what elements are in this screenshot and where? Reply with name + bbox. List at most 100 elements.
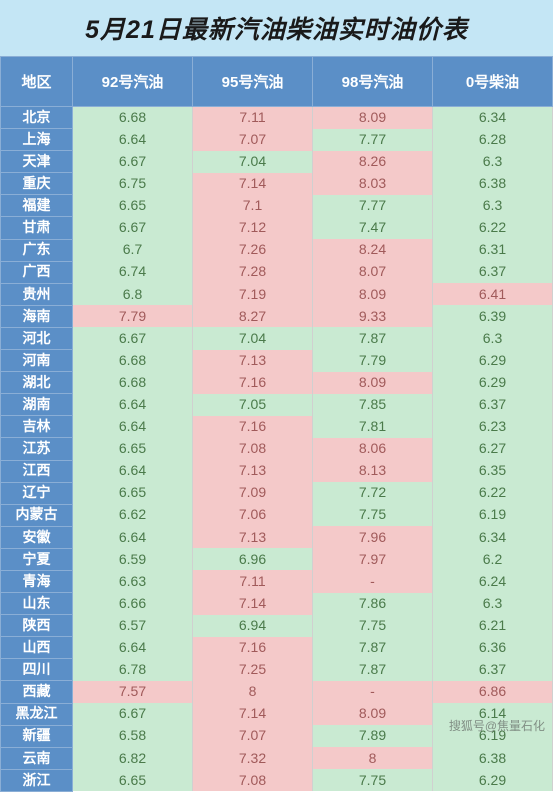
price-cell: 6.8 xyxy=(73,283,193,305)
col-header-1: 92号汽油 xyxy=(73,57,193,107)
price-cell: 6.14 xyxy=(433,703,553,725)
table-row: 北京6.687.118.096.34 xyxy=(1,107,553,129)
table-row: 陕西6.576.947.756.21 xyxy=(1,615,553,637)
table-row: 吉林6.647.167.816.23 xyxy=(1,416,553,438)
price-cell: 7.57 xyxy=(73,681,193,703)
table-row: 山西6.647.167.876.36 xyxy=(1,637,553,659)
price-cell: 7.75 xyxy=(313,769,433,791)
region-cell: 广西 xyxy=(1,261,73,283)
price-cell: 6.63 xyxy=(73,570,193,592)
region-cell: 广东 xyxy=(1,239,73,261)
region-cell: 贵州 xyxy=(1,283,73,305)
region-cell: 江西 xyxy=(1,460,73,482)
region-cell: 安徽 xyxy=(1,526,73,548)
price-cell: 7.11 xyxy=(193,107,313,129)
price-cell: 7.13 xyxy=(193,350,313,372)
price-cell: 7.72 xyxy=(313,482,433,504)
table-row: 河南6.687.137.796.29 xyxy=(1,350,553,372)
price-cell: 7.04 xyxy=(193,327,313,349)
price-cell: 6.74 xyxy=(73,261,193,283)
price-cell: 7.14 xyxy=(193,173,313,195)
table-row: 福建6.657.17.776.3 xyxy=(1,195,553,217)
price-cell: 7.11 xyxy=(193,570,313,592)
table-row: 河北6.677.047.876.3 xyxy=(1,327,553,349)
table-row: 浙江6.657.087.756.29 xyxy=(1,769,553,791)
region-cell: 湖北 xyxy=(1,372,73,394)
price-cell: 7.79 xyxy=(73,305,193,327)
price-cell: 7.96 xyxy=(313,526,433,548)
table-row: 西藏7.578-6.86 xyxy=(1,681,553,703)
price-cell: 6.68 xyxy=(73,372,193,394)
price-cell: 6.39 xyxy=(433,305,553,327)
region-cell: 四川 xyxy=(1,659,73,681)
region-cell: 海南 xyxy=(1,305,73,327)
table-row: 黑龙江6.677.148.096.14 xyxy=(1,703,553,725)
price-cell: 6.29 xyxy=(433,350,553,372)
price-cell: 6.37 xyxy=(433,394,553,416)
price-cell: 7.14 xyxy=(193,593,313,615)
price-cell: 8.06 xyxy=(313,438,433,460)
region-cell: 浙江 xyxy=(1,769,73,791)
price-cell: 6.34 xyxy=(433,526,553,548)
price-cell: 6.27 xyxy=(433,438,553,460)
col-header-2: 95号汽油 xyxy=(193,57,313,107)
price-cell: 7.19 xyxy=(193,283,313,305)
col-header-3: 98号汽油 xyxy=(313,57,433,107)
region-cell: 黑龙江 xyxy=(1,703,73,725)
price-cell: 6.24 xyxy=(433,570,553,592)
region-cell: 北京 xyxy=(1,107,73,129)
price-cell: 7.75 xyxy=(313,504,433,526)
region-cell: 青海 xyxy=(1,570,73,592)
price-cell: 7.12 xyxy=(193,217,313,239)
price-cell: 7.13 xyxy=(193,526,313,548)
region-cell: 陕西 xyxy=(1,615,73,637)
price-cell: 7.32 xyxy=(193,747,313,769)
price-cell: 7.77 xyxy=(313,129,433,151)
price-cell: 6.34 xyxy=(433,107,553,129)
price-cell: 6.67 xyxy=(73,327,193,349)
price-cell: 6.78 xyxy=(73,659,193,681)
table-row: 江西6.647.138.136.35 xyxy=(1,460,553,482)
price-cell: 6.38 xyxy=(433,747,553,769)
price-cell: 6.68 xyxy=(73,107,193,129)
price-cell: 6.96 xyxy=(193,548,313,570)
table-row: 新疆6.587.077.896.19 xyxy=(1,725,553,747)
price-cell: 6.37 xyxy=(433,659,553,681)
price-cell: 8.24 xyxy=(313,239,433,261)
price-cell: 6.94 xyxy=(193,615,313,637)
price-cell: 7.75 xyxy=(313,615,433,637)
price-cell: 7.89 xyxy=(313,725,433,747)
price-cell: 7.28 xyxy=(193,261,313,283)
price-cell: 7.87 xyxy=(313,327,433,349)
price-cell: 7.07 xyxy=(193,129,313,151)
price-cell: 7.04 xyxy=(193,151,313,173)
table-body: 北京6.687.118.096.34上海6.647.077.776.28天津6.… xyxy=(1,107,553,792)
region-cell: 吉林 xyxy=(1,416,73,438)
price-cell: 6.28 xyxy=(433,129,553,151)
price-cell: 8.27 xyxy=(193,305,313,327)
region-cell: 内蒙古 xyxy=(1,504,73,526)
price-cell: 6.82 xyxy=(73,747,193,769)
price-cell: 6.65 xyxy=(73,769,193,791)
price-cell: 6.65 xyxy=(73,195,193,217)
price-cell: 6.3 xyxy=(433,327,553,349)
table-row: 青海6.637.11-6.24 xyxy=(1,570,553,592)
price-cell: 6.67 xyxy=(73,151,193,173)
page-title: 5月21日最新汽油柴油实时油价表 xyxy=(0,0,553,56)
price-cell: 7.77 xyxy=(313,195,433,217)
table-row: 云南6.827.3286.38 xyxy=(1,747,553,769)
col-header-4: 0号柴油 xyxy=(433,57,553,107)
region-cell: 河南 xyxy=(1,350,73,372)
table-row: 天津6.677.048.266.3 xyxy=(1,151,553,173)
price-cell: 8.13 xyxy=(313,460,433,482)
price-cell: 6.23 xyxy=(433,416,553,438)
price-cell: 7.26 xyxy=(193,239,313,261)
price-cell: 8.09 xyxy=(313,703,433,725)
region-cell: 辽宁 xyxy=(1,482,73,504)
price-cell: 6.21 xyxy=(433,615,553,637)
price-cell: 7.1 xyxy=(193,195,313,217)
price-cell: 8 xyxy=(313,747,433,769)
price-cell: 7.09 xyxy=(193,482,313,504)
price-cell: 7.16 xyxy=(193,637,313,659)
table-row: 广西6.747.288.076.37 xyxy=(1,261,553,283)
